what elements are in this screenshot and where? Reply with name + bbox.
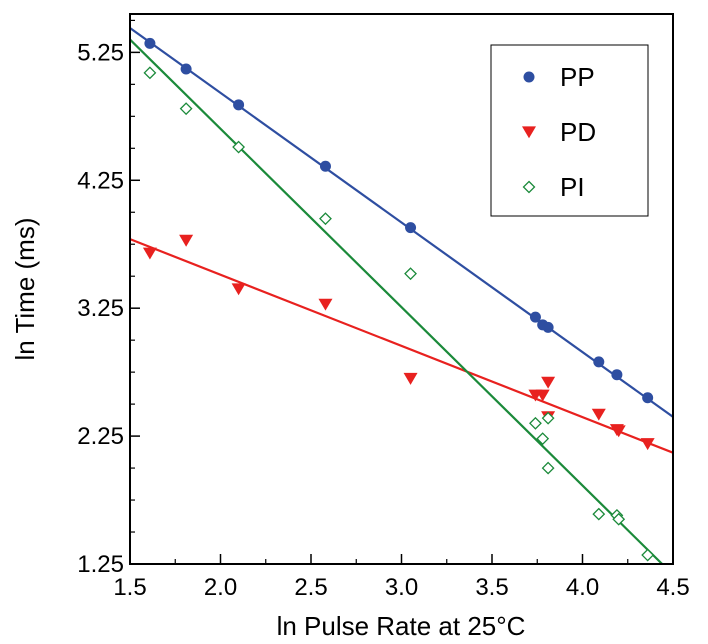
x-tick-label: 2.5 [294,574,327,601]
data-point-pd [541,376,556,389]
y-tick-label: 3.25 [77,295,124,322]
data-point-pd [231,283,246,296]
legend-label-pp: PP [560,62,595,92]
data-point-pd [640,438,655,451]
x-tick-label: 3.0 [385,574,418,601]
data-point-pi [232,140,246,154]
y-tick-label: 5.25 [77,39,124,66]
y-axis: 1.25 2.25 3.25 4.25 5.25 [77,19,140,578]
data-point-pi [641,548,655,562]
legend-marker-pp [523,71,535,83]
legend-frame [490,44,649,217]
fit-line-pp [130,27,673,418]
legend-label-pi: PI [560,172,585,202]
y-tick-label: 1.25 [77,551,124,578]
data-point-pp [405,222,417,234]
legend-marker-pi [522,180,536,194]
data-point-pi [179,102,193,116]
data-point-pi [541,461,555,475]
data-point-pd [611,425,626,438]
data-point-pp [542,321,554,333]
data-point-pd [179,234,194,247]
x-tick-label: 3.5 [475,574,508,601]
data-point-pi [404,267,417,281]
legend-label-pd: PD [560,117,596,147]
x-tick-label: 1.5 [113,574,146,601]
data-point-pi [541,411,555,425]
x-tick-label: 4.5 [656,574,689,601]
legend-marker-pd [522,126,536,139]
x-axis: 1.5 2.0 2.5 3.0 3.5 4.0 4.5 [113,554,690,601]
fit-line-pi [130,38,663,564]
x-axis-label: ln Pulse Rate at 25°C [277,611,526,641]
data-point-pi [319,212,332,226]
x-tick-label: 2.0 [204,574,237,601]
data-point-pi [592,507,606,521]
y-axis-label: ln Time (ms) [10,218,40,361]
data-point-pd [318,298,333,311]
data-point-pi [612,512,626,526]
data-point-pp [319,160,331,172]
data-point-pp [529,311,541,323]
data-point-pi [529,416,542,430]
data-point-pp [233,99,245,111]
x-tick-label: 4.0 [566,574,599,601]
data-point-pp [611,369,623,381]
data-point-pp [642,392,654,404]
plot-area [130,27,673,564]
data-point-pd [535,389,550,402]
y-tick-label: 4.25 [77,167,124,194]
data-point-pp [180,63,192,75]
data-point-pi [143,66,157,80]
legend: PP PD PI [490,44,649,217]
fit-line-pd [130,238,673,454]
data-point-pd [591,408,606,421]
y-tick-label: 2.25 [77,423,124,450]
data-point-pi [536,432,550,446]
data-point-pd [142,247,157,260]
data-point-pp [593,356,605,368]
data-point-pp [144,37,156,49]
data-point-pd [403,372,418,385]
